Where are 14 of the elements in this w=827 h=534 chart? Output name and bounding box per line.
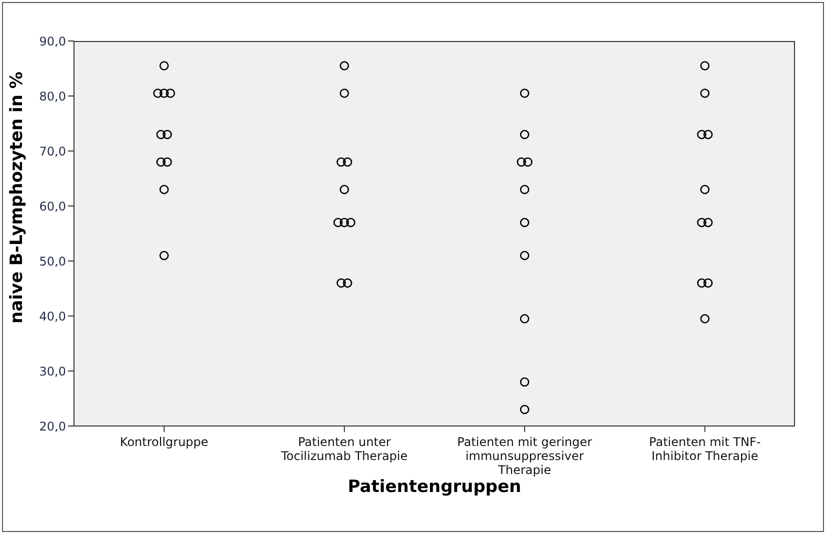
y-tick-label: 30,0 <box>39 364 66 378</box>
x-tick-label: Kontrollgruppe <box>120 435 208 449</box>
y-tick-label: 70,0 <box>39 144 66 158</box>
y-tick-label: 20,0 <box>39 419 66 434</box>
x-tick-label: Patienten unter Tocilizumab Therapie <box>280 435 408 463</box>
x-tick-label: Patienten mit TNF-Inhibitor Therapie <box>649 435 761 463</box>
x-tick-label: Patienten mit geringer immunsuppressiver Therapie <box>457 435 592 477</box>
y-tick-label: 50,0 <box>39 254 66 268</box>
y-axis-title: naive B-Lymphozyten in % <box>7 72 28 324</box>
y-tick-label: 60,0 <box>39 199 66 214</box>
y-tick-label: 90,0 <box>39 34 66 48</box>
y-tick-label: 40,0 <box>39 309 66 324</box>
x-axis-title: Patientengruppen <box>348 477 522 497</box>
y-tick-label: 80,0 <box>39 89 66 104</box>
